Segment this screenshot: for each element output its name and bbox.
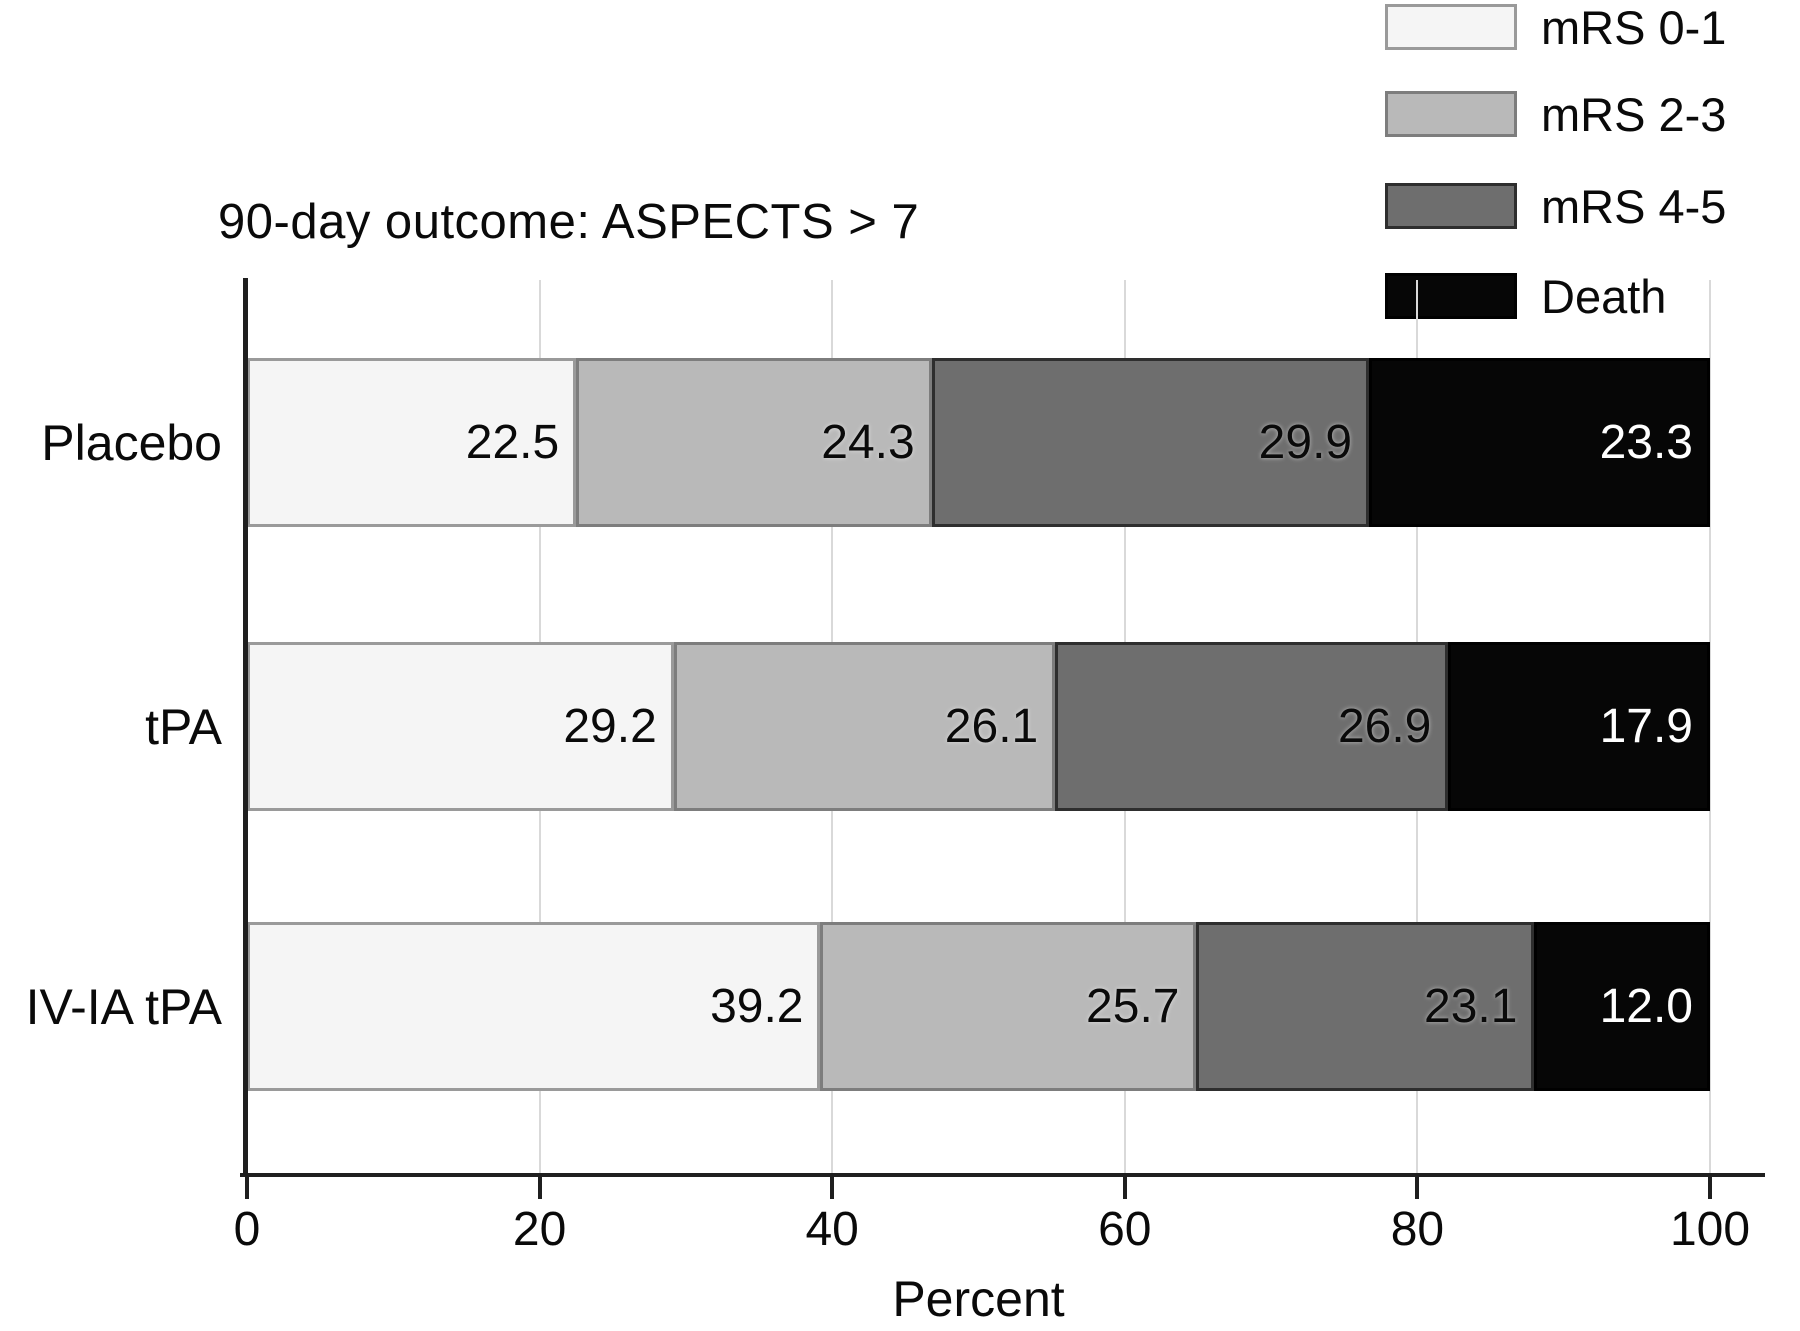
legend-swatch: [1385, 4, 1517, 50]
bar-segment: 23.1: [1196, 922, 1535, 1091]
value-label: 29.2: [563, 699, 657, 753]
x-tick-label: 60: [1098, 1203, 1152, 1256]
chart-title: 90-day outcome: ASPECTS > 7: [218, 195, 920, 249]
bar-segment: 39.2: [247, 922, 821, 1091]
category-label: Placebo: [41, 414, 222, 471]
legend-swatch: [1385, 183, 1517, 229]
x-axis-tick: [1708, 1177, 1712, 1199]
legend-swatch: [1385, 273, 1517, 319]
bar-segment: 29.9: [931, 358, 1370, 527]
value-label: 23.1: [1424, 979, 1518, 1033]
value-label: 26.9: [1337, 699, 1432, 753]
bar-segment: 26.9: [1055, 642, 1449, 811]
y-axis-line: [243, 278, 248, 1177]
value-label: 39.2: [710, 979, 804, 1033]
x-tick-label: 80: [1390, 1203, 1445, 1256]
category-label: IV-IA tPA: [25, 978, 222, 1035]
x-tick-label: 20: [512, 1203, 567, 1256]
category-label: tPA: [145, 698, 222, 755]
bar-segment: 17.9: [1448, 642, 1710, 811]
value-label: 25.7: [1086, 979, 1180, 1033]
x-axis-tick: [1415, 1177, 1420, 1199]
value-label: 24.3: [821, 415, 915, 469]
legend-item: mRS 0-1: [1385, 3, 1726, 51]
legend-label: mRS 2-3: [1541, 87, 1727, 141]
value-label: 23.3: [1599, 415, 1693, 469]
bar-row: 22.5 24.3 29.9 23.3: [247, 358, 1710, 527]
bar-row: 39.2 25.7 23.1 12.0: [247, 922, 1710, 1091]
bar-row: 29.2 26.1 26.9 17.9: [247, 642, 1710, 811]
value-label: 29.9: [1258, 415, 1353, 469]
bar-segment: 26.1: [673, 642, 1056, 811]
bar-segment: 29.2: [247, 642, 674, 811]
x-axis-tick: [245, 1177, 249, 1199]
bar-segment: 25.7: [820, 922, 1197, 1091]
bar-segment: 22.5: [247, 358, 577, 527]
bar-segment: 24.3: [576, 358, 932, 527]
legend-label: mRS 4-5: [1541, 179, 1727, 233]
legend-item: mRS 4-5: [1385, 182, 1726, 230]
x-tick-label: 100: [1669, 1203, 1751, 1256]
value-label: 22.5: [465, 415, 560, 469]
legend-label: Death: [1541, 269, 1667, 323]
bar-segment: 23.3: [1369, 358, 1710, 527]
x-axis-tick: [830, 1177, 835, 1199]
legend-item: Death: [1385, 272, 1666, 320]
gridline: [1709, 280, 1711, 1173]
x-tick-label: 40: [805, 1203, 859, 1256]
x-tick-label: 0: [233, 1203, 261, 1256]
x-axis-tick: [1122, 1177, 1127, 1199]
value-label: 12.0: [1599, 979, 1693, 1033]
value-label: 17.9: [1599, 699, 1693, 753]
legend-swatch: [1385, 91, 1517, 137]
x-axis-tick: [537, 1177, 542, 1199]
x-axis-title: Percent: [892, 1271, 1065, 1327]
value-label: 26.1: [944, 699, 1039, 753]
x-axis-line: [240, 1173, 1765, 1177]
bar-segment: 12.0: [1534, 922, 1710, 1091]
legend-item: mRS 2-3: [1385, 90, 1726, 138]
legend-label: mRS 0-1: [1541, 0, 1727, 54]
